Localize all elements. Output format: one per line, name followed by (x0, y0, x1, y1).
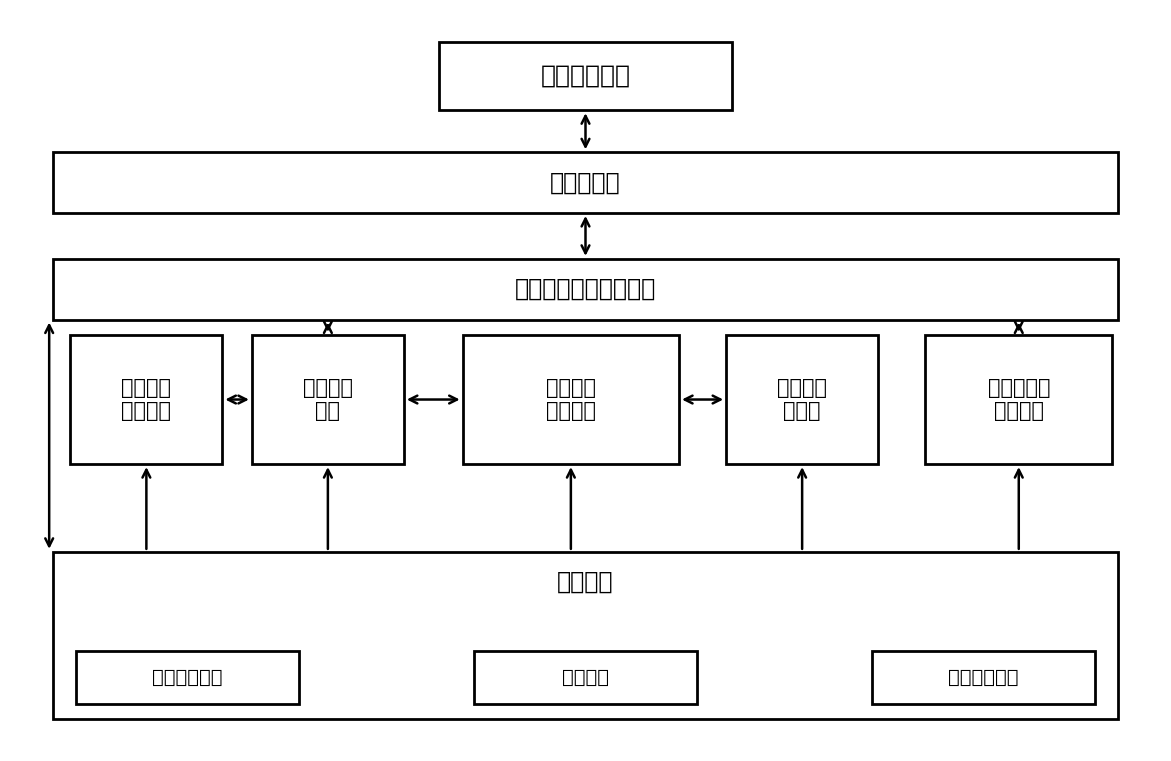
Text: 危化溶液
存储系统: 危化溶液 存储系统 (122, 378, 171, 421)
Text: 无线充电系统: 无线充电系统 (152, 668, 222, 686)
Text: 视觉超声波
检测系统: 视觉超声波 检测系统 (987, 378, 1050, 421)
Text: 多关节机
械臂系统: 多关节机 械臂系统 (546, 378, 596, 421)
Text: 电源管理模块: 电源管理模块 (949, 668, 1019, 686)
Text: 多功能夹
具系统: 多功能夹 具系统 (778, 378, 827, 421)
Text: 有线局域网: 有线局域网 (550, 170, 621, 195)
Text: 总控制台系统: 总控制台系统 (541, 64, 630, 88)
Bar (439, 42, 732, 110)
Text: 无线通讯数据传输系统: 无线通讯数据传输系统 (515, 277, 656, 301)
Bar (925, 335, 1112, 464)
Bar (53, 552, 1118, 719)
Text: 移动小车
系统: 移动小车 系统 (303, 378, 352, 421)
Bar (252, 335, 404, 464)
Text: 锂电池组: 锂电池组 (562, 668, 609, 686)
Bar (76, 651, 299, 704)
Bar (474, 651, 697, 704)
Bar (70, 335, 222, 464)
Bar (726, 335, 878, 464)
Bar (53, 259, 1118, 320)
Bar (872, 651, 1095, 704)
Bar (463, 335, 679, 464)
Bar (53, 152, 1118, 213)
Text: 电源系统: 电源系统 (557, 570, 614, 594)
